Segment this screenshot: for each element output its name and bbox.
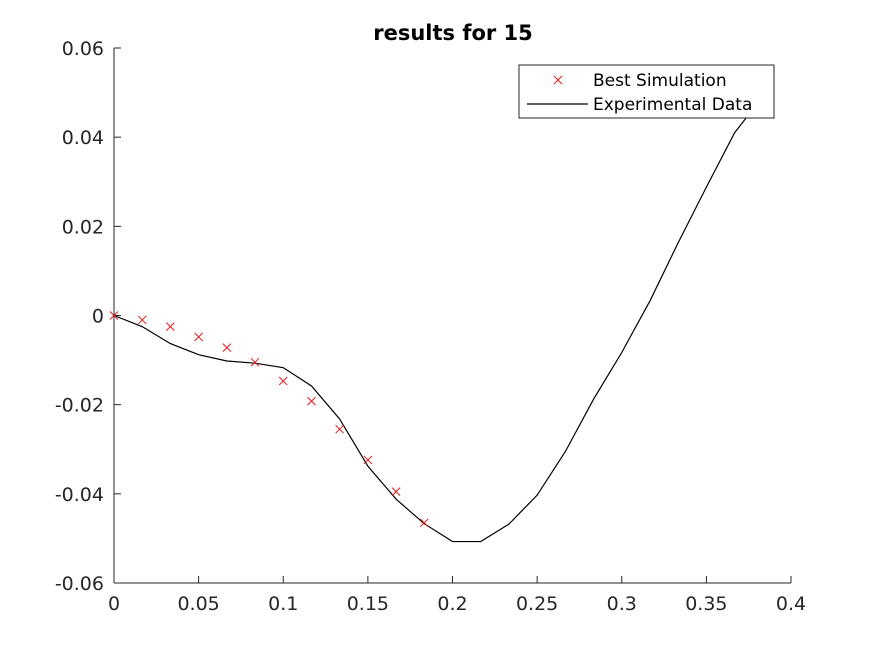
chart-title: results for 15 [373,21,533,45]
data-point-best-simulation [307,396,316,406]
legend-label-best-simulation: Best Simulation [593,71,727,91]
x-tick-label: 0.25 [516,593,558,615]
legend-box [518,64,775,119]
legend-label-experimental-data: Experimental Data [593,95,752,115]
data-point-best-simulation [391,487,401,496]
data-point-best-simulation [109,311,119,320]
y-tick-label: 0.02 [62,216,104,238]
x-tick-label: 0 [108,593,120,615]
y-tick-label: -0.02 [55,395,104,417]
plot-area [109,103,758,543]
data-point-best-simulation [278,376,288,386]
axes: 0 0.05 0.1 0.15 0.2 0.25 0.3 0.35 0.4 -0.06 -0.04 -… [55,38,806,615]
data-point-best-simulation [250,357,260,367]
data-point-best-simulation [137,315,147,325]
x-tick-label: 0.35 [685,593,727,615]
data-point-best-simulation [166,322,175,331]
x-tick-label: 0.3 [607,593,637,615]
x-tick-label: 0.05 [177,593,219,615]
legend-marker-best-simulation [553,75,563,85]
x-tick-label: 0.15 [347,593,389,615]
x-tick-label: 0.1 [268,593,298,615]
x-tick-label: 0.4 [776,593,806,615]
data-point-best-simulation [194,332,203,342]
data-point-best-simulation [222,343,232,352]
y-tick-label: 0.04 [62,127,104,149]
series-line-experimental-data [113,103,758,543]
y-tick-label: -0.04 [55,484,104,506]
y-tick-label: -0.06 [55,573,104,595]
legend: Best Simulation Experimental Data [518,64,775,119]
x-tick-label: 0.2 [437,593,467,615]
data-point-best-simulation [363,455,373,465]
y-tick-label: 0.06 [62,38,104,60]
y-tick-label: 0 [92,306,104,328]
data-point-best-simulation [335,424,344,434]
data-point-best-simulation [419,518,429,528]
